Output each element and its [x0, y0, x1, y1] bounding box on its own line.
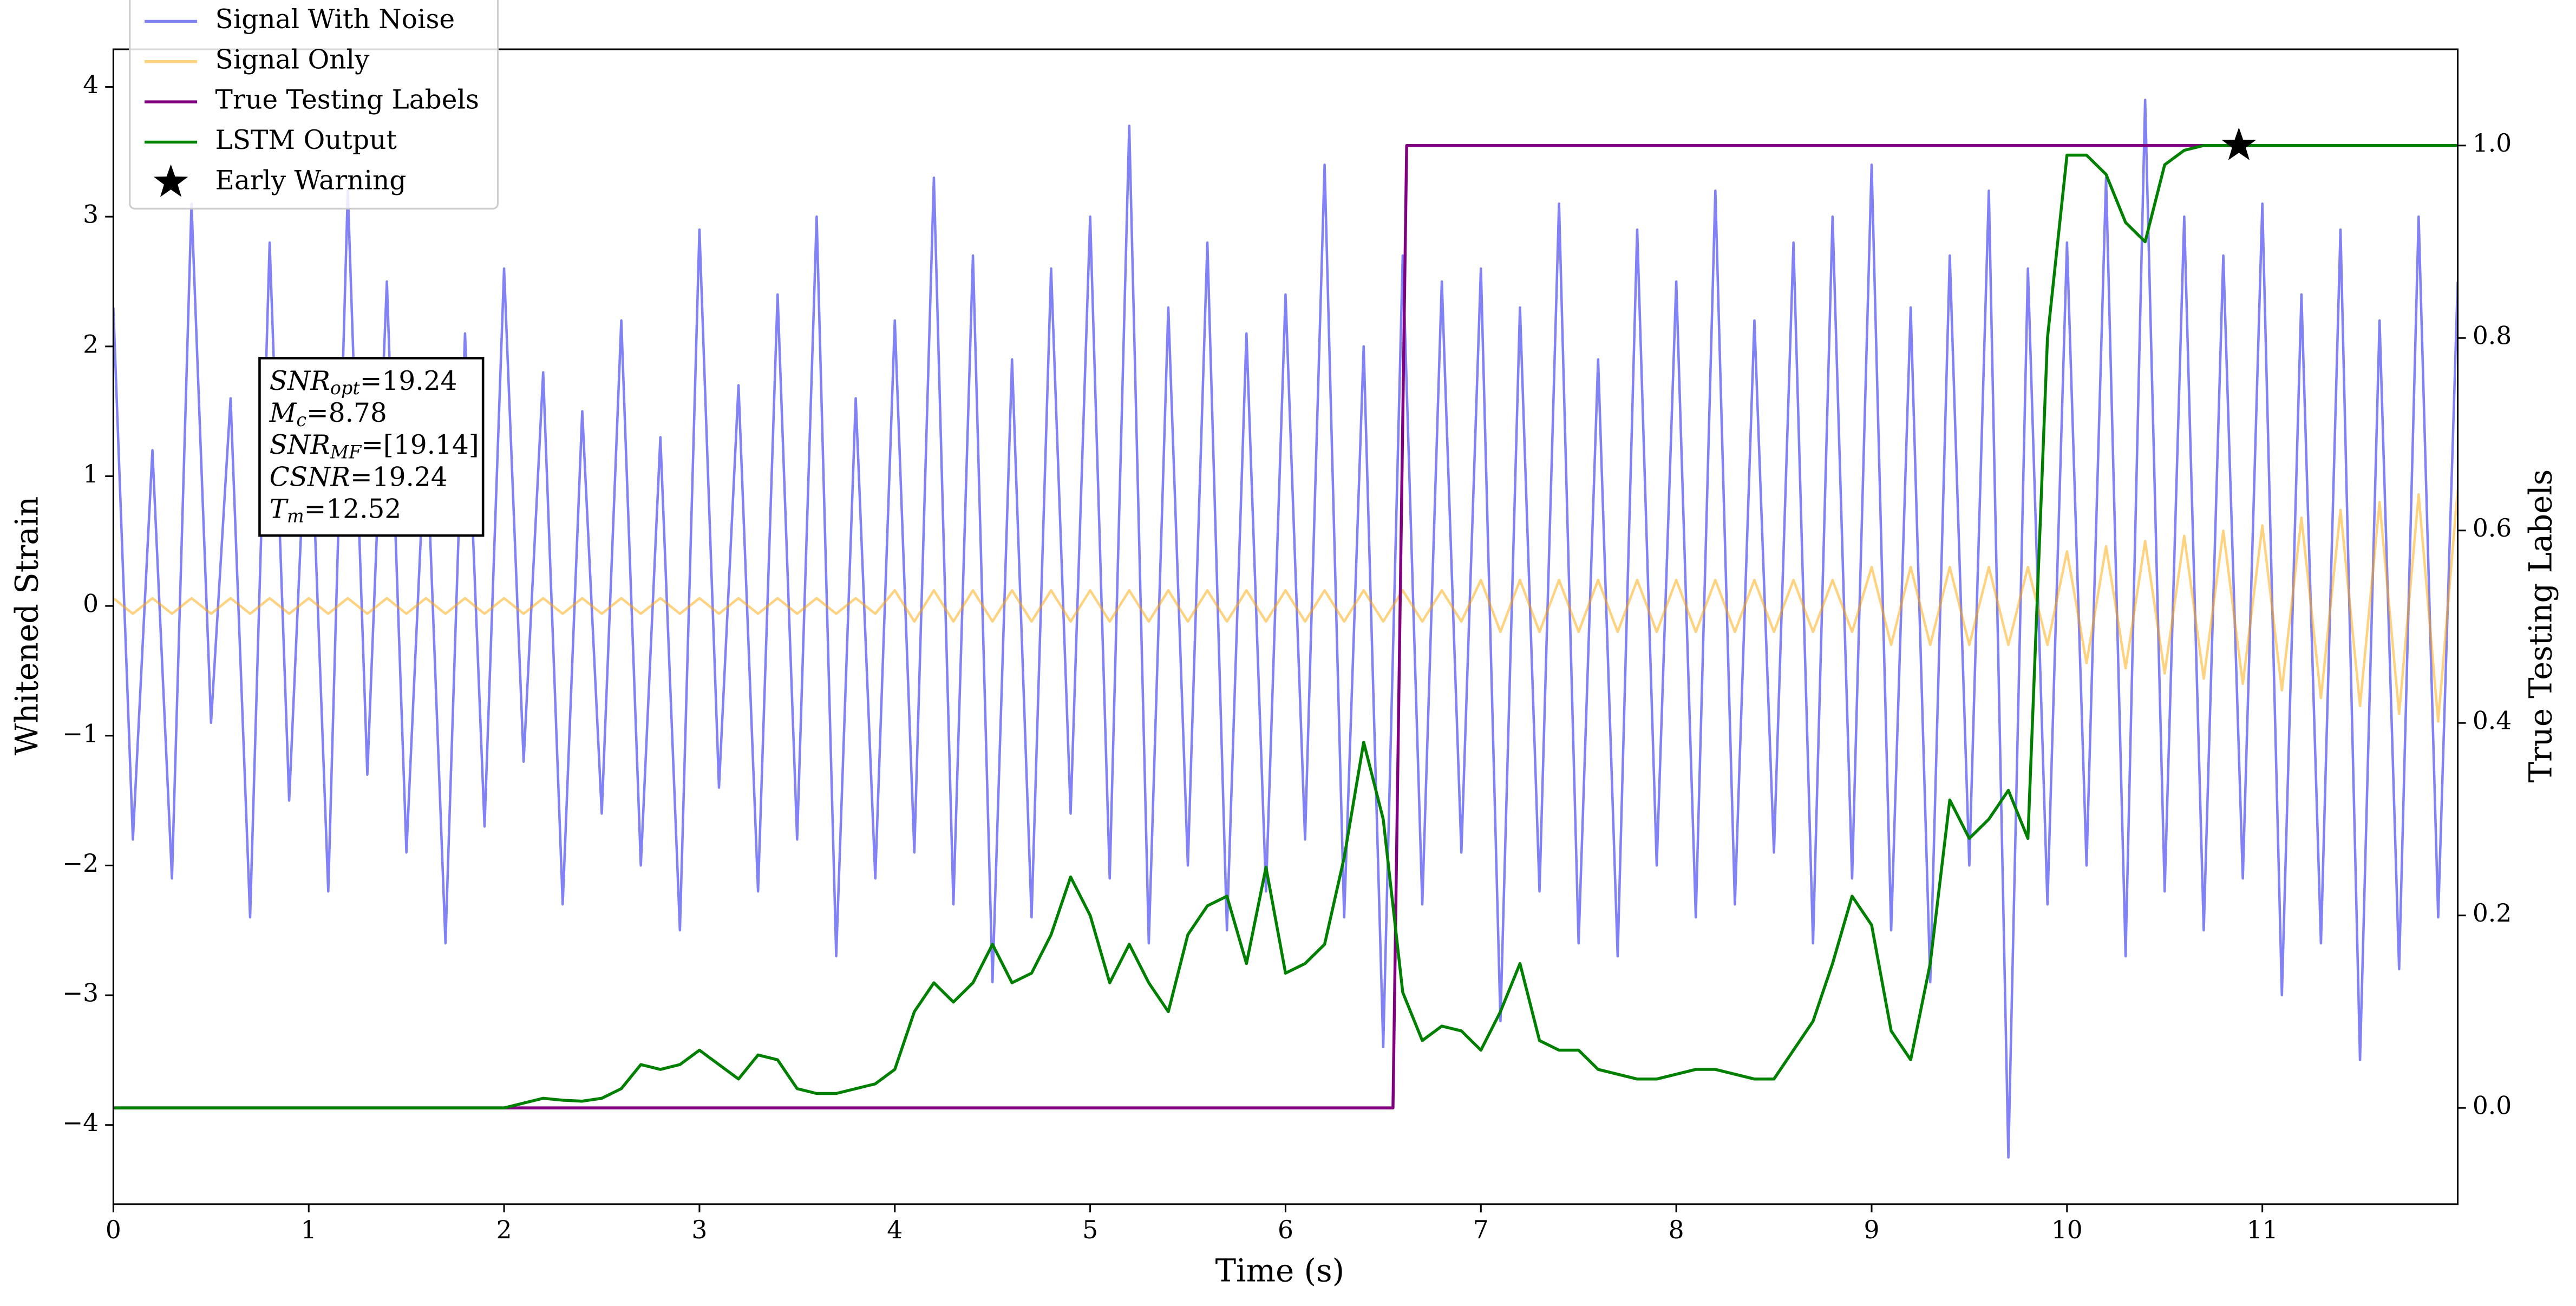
annotation-variable: CSNR — [270, 462, 350, 492]
x-tick-label: 0 — [106, 1216, 121, 1244]
annotation-value: =12.52 — [304, 494, 402, 524]
y2-tick-label: 0.4 — [2473, 707, 2512, 735]
legend-label: Signal Only — [215, 44, 370, 75]
legend-label: Early Warning — [215, 165, 407, 195]
annotation-subscript: m — [287, 506, 304, 527]
legend-label: LSTM Output — [215, 125, 397, 155]
annotation-subscript: c — [296, 409, 306, 430]
x-tick-label: 5 — [1082, 1216, 1098, 1244]
annotation-line: SNRMF=[19.14] — [270, 430, 479, 463]
x-tick-label: 2 — [496, 1216, 512, 1244]
y-tick-label: 3 — [83, 200, 99, 229]
y2-tick-label: 1.0 — [2473, 129, 2512, 158]
y-tick-label: −1 — [62, 719, 99, 748]
y-tick-label: 1 — [83, 460, 99, 488]
annotation-value: =19.24 — [360, 365, 457, 396]
y-axis-label: Whitened Strain — [9, 497, 45, 755]
annotation-line: CSNR=19.24 — [270, 462, 448, 492]
legend: Signal With Noise Signal Only True Testing… — [129, 0, 499, 210]
x-tick-label: 10 — [2051, 1216, 2083, 1244]
annotation-value: =[19.14] — [361, 430, 479, 460]
x-tick-label: 1 — [301, 1216, 317, 1244]
annotation-value: =19.24 — [350, 462, 448, 492]
y-tick-label: 0 — [83, 590, 99, 618]
x-tick-label: 6 — [1278, 1216, 1293, 1244]
legend-label: True Testing Labels — [215, 85, 479, 115]
series-line — [113, 99, 2458, 1159]
x-tick-label: 7 — [1473, 1216, 1489, 1244]
y2-tick-label: 0.6 — [2473, 514, 2512, 543]
x-axis-label: Time (s) — [1215, 1252, 1344, 1289]
x-tick-label: 4 — [887, 1216, 903, 1244]
y-tick-label: 2 — [83, 330, 99, 358]
plot-area — [113, 99, 2458, 1159]
x-tick-label: 11 — [2247, 1216, 2278, 1244]
series-line — [113, 144, 2458, 1109]
legend-box — [129, 0, 499, 210]
y2-tick-label: 0.8 — [2473, 322, 2512, 350]
annotation-subscript: MF — [330, 441, 362, 462]
annotation-subscript: opt — [330, 377, 360, 399]
x-tick-label: 8 — [1669, 1216, 1684, 1244]
legend-label: Signal With Noise — [215, 4, 455, 35]
early-warning-marker — [2221, 127, 2257, 160]
x-tick-label: 9 — [1864, 1216, 1880, 1244]
x-tick-label: 3 — [691, 1216, 707, 1244]
annotation-variable: SNR — [270, 430, 330, 460]
y-tick-label: 4 — [83, 70, 99, 99]
y-tick-label: −4 — [62, 1108, 99, 1137]
series-line — [113, 144, 2458, 1109]
annotation: SNRopt=19.24Mc=8.78SNRMF=[19.14]CSNR=19.… — [258, 357, 485, 537]
y-tick-label: −3 — [62, 979, 99, 1008]
y2-axis-label: True Testing Labels — [2522, 469, 2559, 783]
y2-tick-label: 0.2 — [2473, 899, 2512, 928]
y-tick-label: −2 — [62, 849, 99, 878]
annotation-line: SNRopt=19.24 — [270, 365, 457, 399]
series-line — [113, 489, 2458, 723]
y2-tick-label: 0.0 — [2473, 1092, 2512, 1120]
annotation-variable: SNR — [270, 365, 330, 396]
annotation-value: =8.78 — [306, 398, 387, 428]
annotation-line: Mc=8.78 — [269, 398, 387, 431]
annotation-box — [258, 357, 485, 537]
legend-swatch — [153, 164, 188, 197]
annotation-variable: T — [270, 494, 289, 524]
annotation-variable: M — [269, 398, 297, 428]
annotation-line: Tm=12.52 — [270, 494, 402, 527]
